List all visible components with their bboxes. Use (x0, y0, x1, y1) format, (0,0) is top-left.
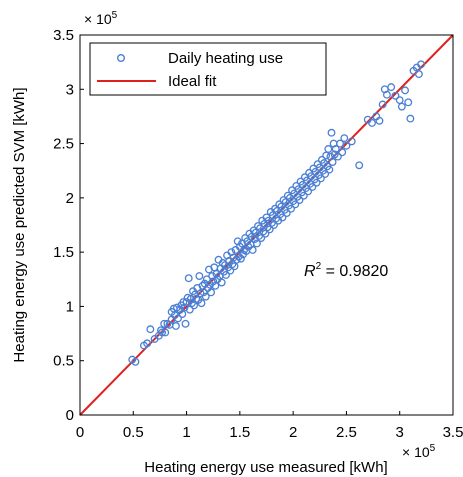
x-tick-label: 2 (289, 424, 297, 441)
data-point (414, 70, 423, 79)
data-point (236, 254, 245, 263)
y-ticks: 0 0.5 1 1.5 2 2.5 3 3.5 (53, 27, 84, 424)
legend-box (89, 42, 327, 96)
data-point (382, 90, 391, 99)
data-point (143, 339, 152, 348)
data-point (161, 328, 170, 337)
data-point (158, 328, 167, 337)
data-point (375, 116, 384, 125)
x-tick-label: 2.5 (336, 424, 357, 441)
x-tick-label: 3 (396, 424, 404, 441)
data-point (321, 170, 330, 178)
data-point (131, 357, 140, 366)
data-point (252, 239, 261, 248)
data-point (316, 174, 325, 183)
data-point (299, 191, 308, 200)
x-tick-label: 1.5 (229, 424, 250, 441)
data-point (404, 98, 413, 107)
data-point (282, 209, 291, 218)
x-tick-label: 0 (76, 424, 84, 441)
y-tick-label: 2 (66, 190, 74, 207)
data-point (342, 141, 351, 150)
data-point (378, 100, 387, 109)
data-point (368, 118, 376, 127)
data-point (304, 187, 313, 196)
data-point (324, 145, 333, 153)
data-point (401, 86, 409, 95)
y-tick-label: 3 (66, 81, 74, 98)
data-point (291, 200, 300, 209)
data-point (181, 319, 190, 328)
y-tick-label: 0 (66, 407, 74, 424)
x-tick-label: 1 (182, 424, 190, 441)
data-point (340, 134, 349, 143)
y-tick-label: 1.5 (53, 244, 74, 261)
data-point (222, 270, 230, 279)
data-point (146, 325, 155, 334)
y-tick-label: 3.5 (53, 27, 74, 44)
data-point (355, 161, 364, 170)
data-point (187, 299, 196, 308)
data-point (171, 322, 180, 330)
plot-frame (79, 34, 454, 416)
data-point (199, 288, 208, 297)
data-point (195, 272, 204, 280)
y-tick-label: 0.5 (53, 353, 74, 370)
data-point (209, 277, 218, 286)
data-point (201, 292, 210, 301)
data-point (160, 319, 169, 328)
data-point (397, 102, 406, 111)
data-point (391, 91, 400, 100)
data-point (278, 213, 287, 222)
data-point (287, 204, 295, 213)
data-point (338, 148, 347, 157)
data-point (328, 158, 337, 166)
data-point (417, 60, 425, 69)
x-multiplier: × 105 (402, 443, 436, 460)
data-point (184, 274, 193, 283)
data-point (295, 196, 304, 204)
legend: Daily heating use Ideal fit (89, 42, 327, 96)
data-point (176, 305, 185, 314)
x-ticks: 0 0.5 1 1.5 2 2.5 3 3.5 (76, 411, 463, 441)
x-tick-label: 0.5 (123, 424, 144, 441)
r-squared-annotation: R2 = 0.9820 (304, 261, 388, 280)
data-point (331, 145, 340, 153)
y-multiplier: × 105 (84, 10, 118, 27)
data-point (325, 165, 334, 174)
data-point (387, 83, 396, 92)
scatter-points (128, 60, 425, 366)
data-point (217, 278, 226, 287)
x-axis-label: Heating energy use measured [kWh] (144, 459, 387, 476)
data-point (327, 128, 336, 137)
data-point (333, 152, 342, 161)
x-tick-label: 3.5 (443, 424, 463, 441)
legend-marker-daily-heating-use (116, 54, 125, 63)
data-point (186, 294, 195, 303)
data-point (207, 288, 216, 297)
y-axis-label: Heating energy use predicted SVM [kWh] (11, 87, 28, 362)
data-point (312, 178, 321, 187)
data-point (174, 314, 182, 323)
data-point (248, 246, 257, 254)
y-tick-label: 2.5 (53, 136, 74, 153)
legend-label-daily-heating-use: Daily heating use (168, 50, 283, 67)
data-point (308, 183, 317, 191)
y-tick-label: 1 (66, 298, 74, 315)
data-point (197, 299, 206, 308)
legend-label-ideal-fit: Ideal fit (168, 73, 217, 90)
ideal-fit-line (79, 34, 454, 416)
data-point (179, 298, 188, 307)
data-point (234, 252, 243, 261)
data-point (406, 114, 415, 123)
data-point (347, 137, 356, 146)
